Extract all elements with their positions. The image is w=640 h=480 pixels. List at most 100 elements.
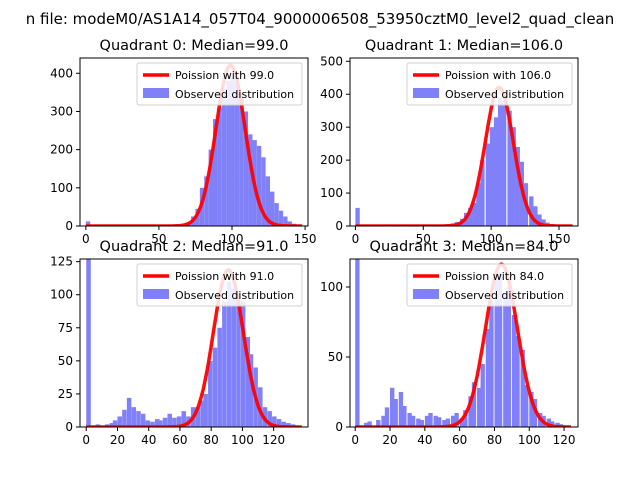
histogram-bar [537, 214, 542, 226]
histogram-bar [162, 417, 168, 427]
histogram-bar [172, 417, 177, 427]
panel-title: Quadrant 0: Median=99.0 [100, 38, 289, 54]
histogram-bar [494, 280, 499, 427]
histogram-bar [480, 160, 485, 226]
histogram-bar [384, 407, 390, 427]
legend-curve-label: Poission with 84.0 [445, 270, 544, 283]
histogram-bar [239, 96, 244, 226]
histogram-bar [265, 176, 270, 226]
y-tick-label: 400 [320, 87, 343, 101]
histogram-bar [450, 415, 456, 427]
y-tick-label: 100 [320, 280, 343, 294]
histogram-bar [150, 421, 155, 427]
histogram-bar [433, 415, 438, 427]
x-tick-label: 100 [518, 433, 541, 447]
y-tick-label: 100 [50, 181, 73, 195]
histogram-bar [437, 417, 442, 427]
y-tick-label: 200 [320, 153, 343, 167]
histogram-bar [355, 259, 360, 427]
legend-box [406, 263, 573, 307]
x-tick-label: 150 [294, 232, 317, 246]
histogram-bar [376, 420, 381, 427]
legend-bars-swatch [413, 289, 439, 299]
histogram-bar [402, 406, 407, 427]
histogram-bar [204, 176, 209, 226]
x-tick-label: 50 [151, 232, 166, 246]
histogram-bar [407, 413, 412, 427]
panel-title: Quadrant 1: Median=106.0 [365, 38, 563, 54]
legend: Poission with 84.0 Observed distribution [406, 263, 573, 307]
legend-bars-swatch [413, 88, 439, 98]
poisson-curve [85, 63, 303, 226]
histogram-bar [287, 221, 292, 226]
histogram-bar [541, 219, 546, 226]
histogram-bar [489, 301, 494, 427]
histogram-bar [226, 281, 232, 427]
y-tick-label: 50 [58, 354, 73, 368]
x-tick-label: 20 [382, 433, 397, 447]
histogram-bar [410, 415, 416, 427]
histogram-bar [281, 421, 286, 427]
legend-box [136, 62, 303, 106]
histogram-bar [363, 422, 369, 427]
panel-quadrant-3: Quadrant 3: Median=84.0 0 20 40 60 80 100 120 0 5… [320, 239, 579, 447]
histogram-bar [286, 423, 291, 427]
panel-quadrant-1: Quadrant 1: Median=106.0 0 50 100 150 0 100 200… [320, 38, 579, 246]
histogram-bar [131, 407, 137, 427]
y-tick-label: 400 [50, 66, 73, 80]
histogram-bar [181, 411, 187, 427]
legend-bars-label: Observed distribution [445, 289, 564, 302]
x-tick-label: 0 [82, 433, 90, 447]
legend-bars-swatch [143, 88, 169, 98]
y-tick-label: 200 [50, 143, 73, 157]
poisson-curve [355, 262, 572, 427]
histogram-bar [234, 82, 240, 226]
axes-frame [79, 57, 309, 227]
histogram-bar [472, 202, 477, 226]
histogram-bar [459, 418, 464, 427]
histogram-bar [212, 347, 218, 427]
legend-bars-label: Observed distribution [445, 88, 564, 101]
x-tick-label: 100 [231, 433, 254, 447]
histogram-bar [222, 301, 227, 427]
histogram-bar [507, 110, 512, 226]
histogram-bar [529, 392, 534, 427]
histogram-bar [367, 421, 372, 427]
histogram-bar [245, 337, 251, 427]
y-tick-label: 300 [50, 104, 73, 118]
y-tick-label: 75 [58, 321, 73, 335]
x-tick-label: 60 [172, 433, 187, 447]
legend-curve-label: Poission with 99.0 [175, 69, 274, 82]
x-tick-label: 150 [548, 232, 571, 246]
histogram-bar [195, 208, 200, 226]
histogram-bar [546, 418, 552, 427]
histogram-bar [381, 415, 386, 427]
histogram-bar [85, 221, 91, 226]
legend-box [136, 263, 303, 307]
legend: Poission with 106.0 Observed distribution [406, 62, 573, 106]
histogram-bar [489, 127, 495, 226]
x-tick-label: 40 [141, 433, 156, 447]
histogram-bar [515, 146, 520, 226]
histogram-bar [176, 416, 182, 427]
legend-bars-label: Observed distribution [175, 289, 294, 302]
histogram-bar [195, 407, 201, 427]
histogram-bar [208, 149, 213, 226]
histogram-bar [136, 411, 141, 427]
legend-curve-label: Poission with 91.0 [175, 270, 274, 283]
y-tick-label: 25 [58, 387, 73, 401]
histogram-bar [419, 420, 424, 427]
histogram-bar [480, 364, 485, 427]
histogram-bar [208, 360, 213, 427]
histogram-bar [502, 100, 507, 226]
histogram-bar [511, 127, 516, 226]
histogram-bar [468, 207, 473, 226]
y-tick-label: 0 [65, 420, 73, 434]
histogram-bar [112, 420, 118, 427]
histogram-bar [520, 350, 525, 427]
figure-suptitle: n file: modeM0/AS1A14_057T04_9000006508_… [26, 10, 615, 29]
histogram-bar [503, 294, 508, 427]
x-tick-label: 50 [416, 232, 431, 246]
y-tick-label: 0 [335, 219, 343, 233]
axes-frame [349, 57, 579, 227]
